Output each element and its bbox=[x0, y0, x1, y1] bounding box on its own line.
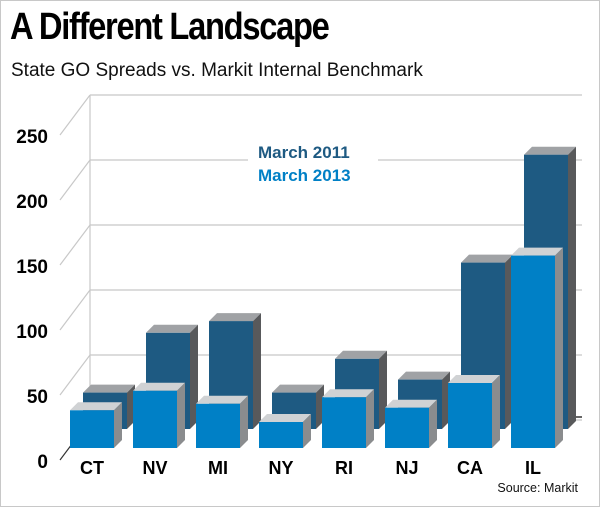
bar-2011-NJ-top bbox=[398, 371, 450, 380]
bar-2013-RI bbox=[322, 397, 366, 448]
bar-2013-MI-side bbox=[240, 395, 248, 448]
legend-item-2013: March 2013 bbox=[258, 166, 351, 185]
bar-2013-CT-side bbox=[114, 402, 122, 448]
bar-2011-NY-top bbox=[272, 384, 324, 393]
chart-title: A Different Landscape bbox=[10, 6, 330, 48]
bar-2011-NV-side bbox=[190, 324, 198, 429]
x-category-label: NJ bbox=[395, 458, 418, 478]
bar-2013-NY bbox=[259, 422, 303, 448]
x-category-label: CT bbox=[80, 458, 104, 478]
gridline-depth bbox=[59, 289, 91, 331]
y-tick-label: 250 bbox=[16, 127, 48, 148]
bar-2013-NJ-side bbox=[429, 399, 437, 448]
bar-2013-NV-side bbox=[177, 382, 185, 448]
bar-2011-IL-side bbox=[568, 146, 576, 429]
bar-2013-MI bbox=[196, 403, 240, 448]
bar-2013-CA-top bbox=[448, 375, 500, 383]
bar-2011-CA-top bbox=[461, 254, 513, 263]
bar-2013-NJ bbox=[385, 407, 429, 448]
y-tick-label: 200 bbox=[16, 192, 48, 213]
bar-2013-IL bbox=[511, 255, 555, 448]
bar-2011-RI-top bbox=[335, 350, 387, 359]
bar-2013-NY-side bbox=[303, 414, 311, 448]
bar-2013-NJ-top bbox=[385, 399, 437, 408]
bar-2011-IL-top bbox=[524, 146, 576, 155]
x-category-label: NV bbox=[142, 458, 167, 478]
bar-2011-NV-top bbox=[146, 324, 198, 333]
y-tick-label: 50 bbox=[27, 387, 48, 408]
bar-2013-NV bbox=[133, 390, 177, 448]
y-tick-label: 0 bbox=[37, 452, 48, 473]
bar-2013-CA bbox=[448, 383, 492, 448]
gridline-depth bbox=[59, 354, 91, 396]
gridline-depth bbox=[59, 224, 91, 266]
bar-2013-RI-top bbox=[322, 389, 374, 398]
gridline-depth bbox=[59, 94, 91, 136]
y-tick-label: 100 bbox=[16, 322, 48, 343]
bar-2013-NV-top bbox=[133, 382, 185, 391]
x-category-label: RI bbox=[335, 458, 353, 478]
bar-2013-RI-side bbox=[366, 389, 374, 448]
bar-2013-CA-side bbox=[492, 375, 500, 448]
legend-background bbox=[248, 138, 378, 188]
bar-2011-CT-top bbox=[83, 384, 135, 393]
bar-2013-CT-top bbox=[70, 402, 122, 411]
bar-2013-IL-side bbox=[555, 247, 563, 448]
chart-subtitle: State GO Spreads vs. Markit Internal Ben… bbox=[11, 60, 423, 81]
x-category-label: IL bbox=[525, 458, 541, 478]
x-category-label: NY bbox=[268, 458, 293, 478]
bar-2013-IL-top bbox=[511, 247, 563, 256]
bar-2013-NY-top bbox=[259, 414, 311, 422]
x-category-label: CA bbox=[457, 458, 483, 478]
bar-2013-CT bbox=[70, 410, 114, 448]
bar-2013-MI-top bbox=[196, 395, 248, 404]
gridline-depth bbox=[59, 159, 91, 201]
x-category-label: MI bbox=[208, 458, 228, 478]
legend-item-2011: March 2011 bbox=[258, 143, 350, 162]
source-note: Source: Markit bbox=[497, 481, 578, 495]
bar-2011-MI-side bbox=[253, 313, 261, 429]
y-tick-label: 150 bbox=[16, 257, 48, 278]
bar-2011-MI-top bbox=[209, 313, 261, 322]
